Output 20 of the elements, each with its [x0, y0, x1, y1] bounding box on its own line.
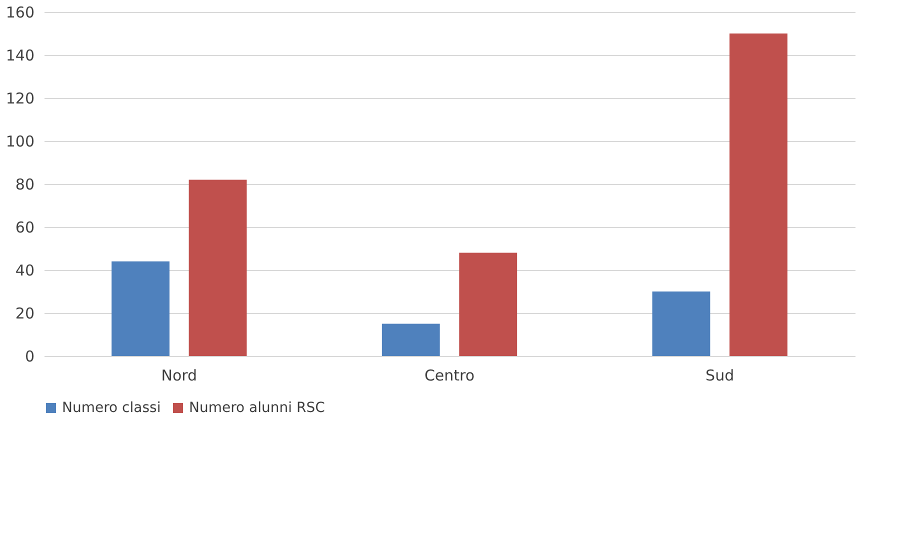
- y-tick-label: 140: [6, 46, 34, 64]
- x-tick-label: Centro: [424, 366, 475, 384]
- y-tick-label: 120: [6, 90, 34, 108]
- x-tick-label: Nord: [161, 366, 198, 384]
- y-tick-label: 80: [15, 176, 34, 194]
- x-tick-label: Sud: [706, 366, 734, 384]
- bar: [459, 252, 518, 356]
- y-tick-label: 100: [6, 132, 34, 150]
- bar: [652, 292, 710, 356]
- bar: [729, 34, 788, 356]
- legend-label: Numero alunni RSC: [189, 400, 326, 416]
- legend-label: Numero classi: [62, 400, 161, 416]
- y-tick-label: 160: [6, 4, 34, 22]
- bar: [382, 324, 440, 356]
- bar: [188, 180, 247, 356]
- y-tick-label: 20: [15, 304, 34, 322]
- y-tick-label: 60: [15, 218, 34, 236]
- bar: [112, 261, 170, 356]
- y-tick-label: 40: [15, 262, 34, 280]
- y-tick-label: 0: [24, 348, 34, 366]
